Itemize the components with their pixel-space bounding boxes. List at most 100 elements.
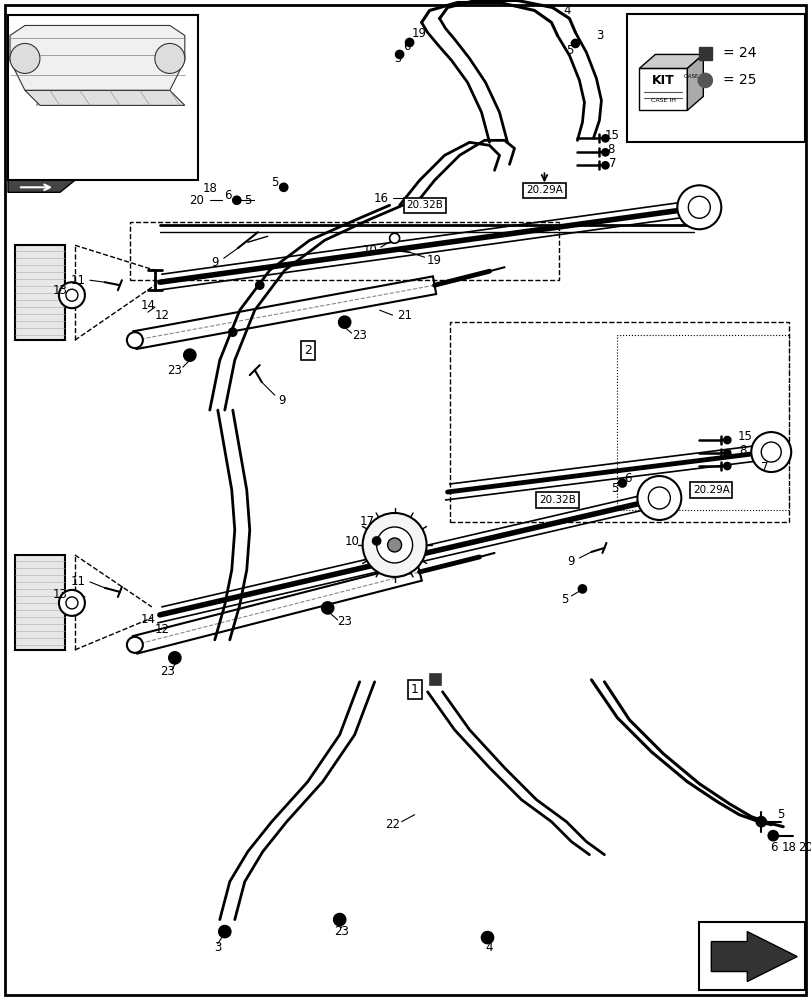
Circle shape — [761, 442, 780, 462]
Bar — [449, 322, 788, 522]
Text: 22: 22 — [384, 818, 400, 831]
Circle shape — [723, 450, 730, 457]
Circle shape — [127, 332, 143, 348]
Text: 2: 2 — [303, 344, 311, 357]
Circle shape — [389, 233, 399, 243]
Bar — [130, 222, 559, 280]
Circle shape — [767, 831, 777, 841]
Text: 14: 14 — [140, 613, 155, 626]
Text: 9: 9 — [211, 256, 218, 269]
Text: 12: 12 — [154, 309, 169, 322]
Polygon shape — [8, 180, 75, 192]
Text: 18: 18 — [202, 182, 217, 195]
Text: 20: 20 — [189, 194, 204, 207]
Text: 20.29A: 20.29A — [526, 185, 562, 195]
Text: 5: 5 — [271, 176, 278, 189]
Circle shape — [333, 914, 345, 926]
Text: 5: 5 — [560, 593, 568, 606]
Text: = 24: = 24 — [722, 46, 755, 60]
Text: 19: 19 — [427, 254, 441, 267]
Circle shape — [647, 487, 670, 509]
Text: 21: 21 — [397, 309, 412, 322]
Text: 5: 5 — [610, 482, 617, 495]
Bar — [616, 335, 788, 510]
Text: 23: 23 — [337, 615, 352, 628]
Circle shape — [755, 817, 766, 827]
Circle shape — [155, 43, 185, 73]
Text: 1: 1 — [410, 683, 418, 696]
Text: 3: 3 — [214, 941, 221, 954]
Circle shape — [127, 637, 143, 653]
Text: 11: 11 — [71, 575, 85, 588]
Text: 8: 8 — [738, 444, 746, 457]
Text: 10: 10 — [344, 535, 358, 548]
Text: CASE IH: CASE IH — [650, 98, 675, 103]
Text: 6: 6 — [402, 40, 410, 53]
Circle shape — [601, 162, 608, 169]
Text: 23: 23 — [334, 925, 349, 938]
Text: 20.32B: 20.32B — [406, 200, 443, 210]
Circle shape — [406, 38, 413, 46]
Circle shape — [229, 328, 237, 336]
Circle shape — [697, 73, 711, 87]
Text: CASE IH: CASE IH — [684, 74, 706, 79]
Text: 13: 13 — [53, 284, 67, 297]
Text: 20.32B: 20.32B — [539, 495, 575, 505]
Circle shape — [233, 196, 241, 204]
Circle shape — [637, 476, 680, 520]
Circle shape — [618, 479, 625, 487]
Text: 12: 12 — [154, 623, 169, 636]
Circle shape — [481, 932, 493, 944]
Polygon shape — [686, 54, 702, 110]
Circle shape — [66, 597, 78, 609]
Text: 19: 19 — [412, 27, 427, 40]
Circle shape — [59, 282, 85, 308]
Circle shape — [279, 183, 287, 191]
Text: 15: 15 — [603, 129, 619, 142]
Polygon shape — [25, 90, 185, 105]
Text: 4: 4 — [563, 4, 570, 17]
Circle shape — [577, 585, 586, 593]
Text: 5: 5 — [565, 44, 573, 57]
Text: 11: 11 — [71, 274, 85, 287]
Text: 8: 8 — [607, 143, 614, 156]
Text: 9: 9 — [277, 394, 285, 407]
Text: 5: 5 — [777, 808, 784, 821]
Circle shape — [688, 196, 710, 218]
Text: 23: 23 — [161, 665, 175, 678]
Text: 10: 10 — [362, 244, 376, 257]
Text: 7: 7 — [609, 157, 616, 170]
Circle shape — [723, 463, 730, 470]
Text: 20.29A: 20.29A — [692, 485, 729, 495]
Circle shape — [338, 316, 350, 328]
Text: 16: 16 — [374, 192, 388, 205]
Circle shape — [601, 149, 608, 156]
Text: 7: 7 — [761, 461, 768, 474]
Polygon shape — [638, 54, 702, 68]
Circle shape — [571, 39, 579, 47]
Text: 18: 18 — [781, 841, 796, 854]
Circle shape — [321, 602, 333, 614]
Bar — [15, 245, 65, 340]
Circle shape — [387, 538, 401, 552]
Circle shape — [395, 50, 403, 58]
Polygon shape — [10, 25, 185, 90]
Text: 4: 4 — [485, 941, 492, 954]
Text: 6: 6 — [770, 841, 777, 854]
Circle shape — [169, 652, 181, 664]
Text: 17: 17 — [360, 515, 375, 528]
Bar — [429, 674, 440, 685]
Bar — [698, 922, 805, 990]
Text: 6: 6 — [623, 472, 630, 485]
Bar — [698, 47, 711, 60]
Polygon shape — [710, 932, 796, 982]
Circle shape — [66, 289, 78, 301]
Circle shape — [376, 527, 412, 563]
Polygon shape — [638, 68, 686, 110]
Circle shape — [363, 513, 426, 577]
Circle shape — [723, 437, 730, 444]
Text: 3: 3 — [595, 29, 603, 42]
Circle shape — [218, 926, 230, 938]
Text: 20: 20 — [796, 841, 811, 854]
Circle shape — [601, 135, 608, 142]
